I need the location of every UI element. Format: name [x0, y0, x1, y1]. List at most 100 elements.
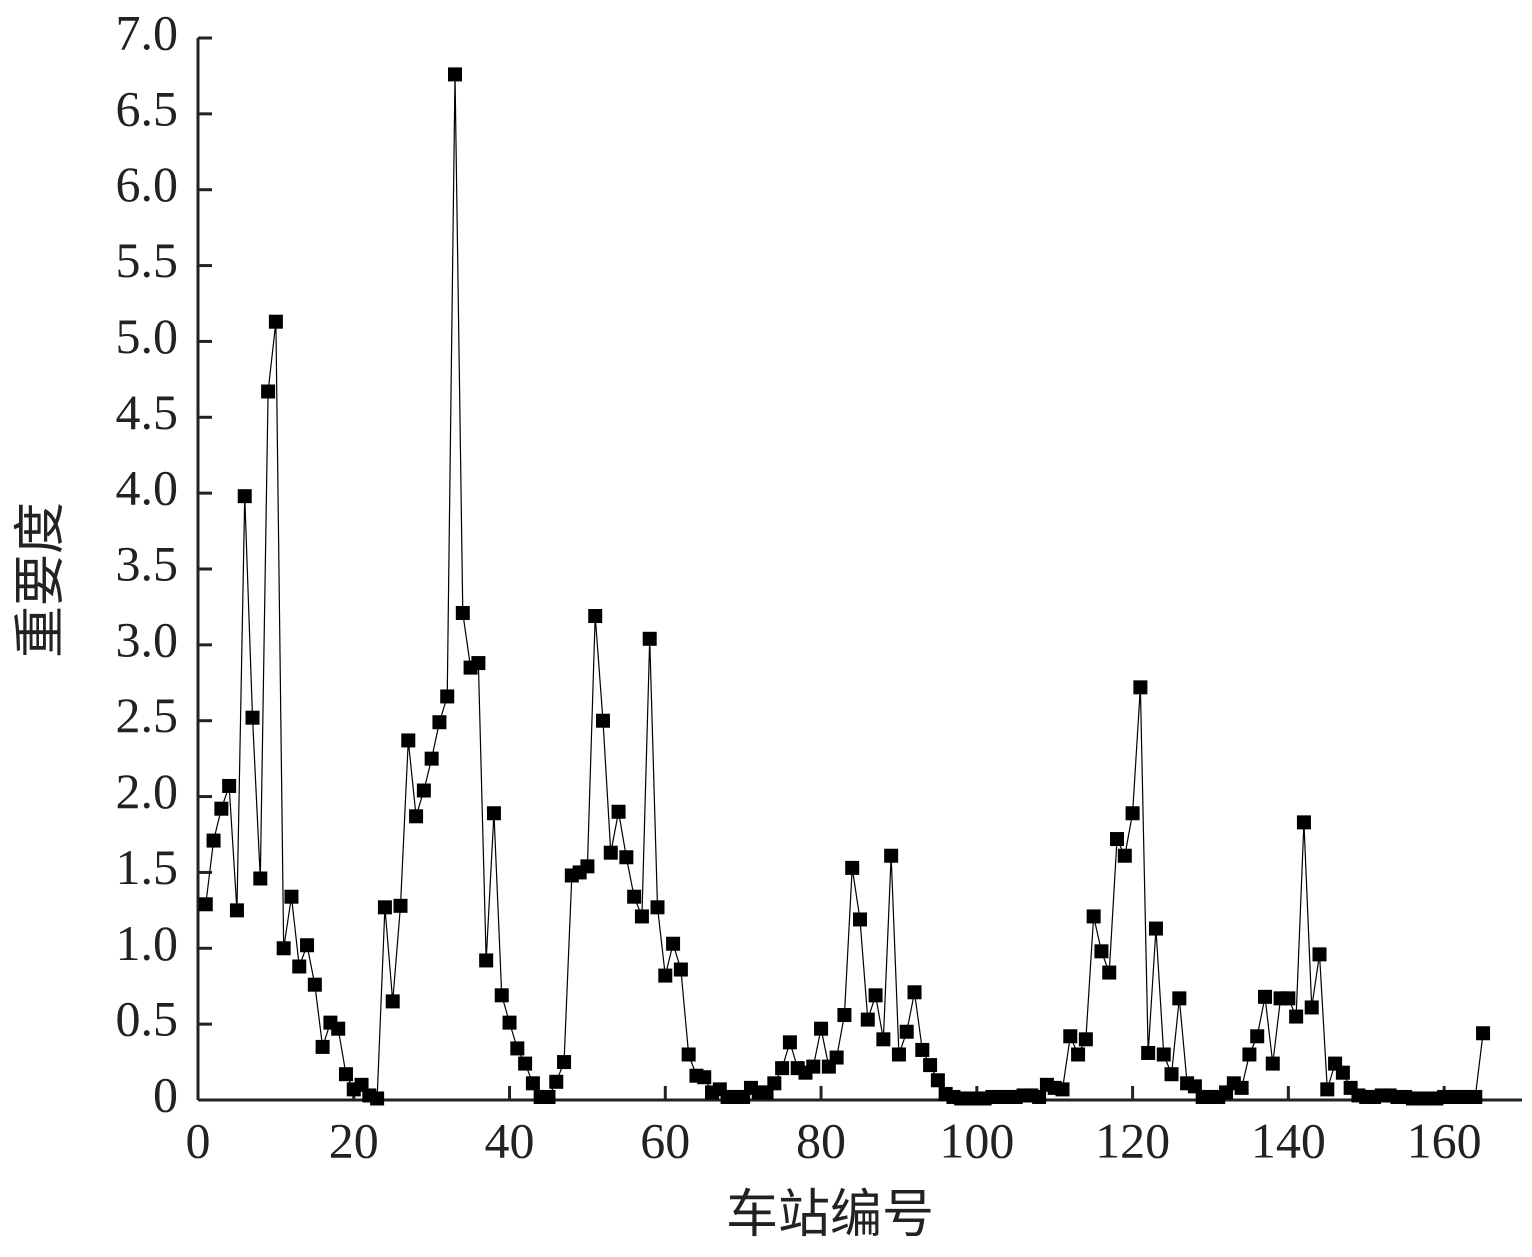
marker	[603, 845, 618, 860]
y-tick-label: 1.5	[116, 839, 179, 895]
marker	[1156, 1047, 1171, 1062]
marker	[253, 871, 268, 886]
marker	[525, 1076, 540, 1091]
marker	[416, 783, 431, 798]
marker	[486, 806, 501, 821]
marker	[1148, 921, 1163, 936]
marker	[1164, 1067, 1179, 1082]
marker	[284, 889, 299, 904]
marker	[1032, 1089, 1047, 1104]
marker	[1187, 1079, 1202, 1094]
marker	[876, 1032, 891, 1047]
marker	[860, 1012, 875, 1027]
marker	[1312, 947, 1327, 962]
marker	[681, 1047, 696, 1062]
marker	[307, 977, 322, 992]
marker	[292, 959, 307, 974]
y-tick-label: 0	[153, 1066, 178, 1122]
marker	[393, 898, 408, 913]
marker	[580, 859, 595, 874]
marker	[370, 1091, 385, 1106]
marker	[377, 900, 392, 915]
y-tick-label: 0.5	[116, 991, 179, 1047]
marker	[915, 1042, 930, 1057]
marker	[549, 1074, 564, 1089]
marker	[930, 1073, 945, 1088]
marker	[510, 1041, 525, 1056]
marker	[1320, 1082, 1335, 1097]
x-tick-label: 60	[640, 1112, 690, 1168]
marker	[1133, 680, 1148, 695]
x-tick-label: 20	[329, 1112, 379, 1168]
marker	[1063, 1029, 1078, 1044]
marker	[1476, 1026, 1491, 1041]
marker	[1257, 989, 1272, 1004]
marker	[868, 988, 883, 1003]
y-axis-label: 重要度	[11, 502, 71, 658]
marker	[642, 631, 657, 646]
y-tick-label: 4.5	[116, 384, 179, 440]
marker	[424, 751, 439, 766]
marker	[814, 1021, 829, 1036]
marker	[611, 804, 626, 819]
marker	[1078, 1032, 1093, 1047]
marker	[1125, 806, 1140, 821]
marker	[853, 912, 867, 927]
y-tick-label: 1.0	[116, 915, 179, 971]
marker	[198, 897, 213, 912]
marker	[440, 689, 455, 704]
marker	[829, 1050, 844, 1065]
marker	[455, 605, 470, 620]
y-tick-label: 7.0	[116, 4, 179, 60]
x-tick-label: 40	[485, 1112, 535, 1168]
marker	[502, 1015, 517, 1030]
marker	[619, 850, 634, 865]
y-tick-label: 3.0	[116, 611, 179, 667]
marker	[541, 1089, 556, 1104]
marker	[1250, 1029, 1265, 1044]
marker	[782, 1035, 797, 1050]
x-tick-label: 140	[1251, 1112, 1326, 1168]
marker	[222, 778, 237, 793]
marker	[354, 1077, 369, 1092]
y-tick-label: 2.5	[116, 687, 179, 743]
marker	[634, 909, 649, 924]
y-tick-label: 6.0	[116, 156, 179, 212]
marker	[557, 1055, 572, 1070]
marker	[479, 953, 494, 968]
marker	[899, 1024, 914, 1039]
marker	[261, 384, 276, 399]
y-tick-label: 5.0	[116, 308, 179, 364]
y-tick-label: 4.0	[116, 460, 179, 516]
marker	[494, 988, 509, 1003]
marker	[206, 833, 221, 848]
marker	[315, 1039, 330, 1054]
y-tick-label: 5.5	[116, 232, 179, 288]
marker	[1281, 991, 1296, 1006]
marker	[891, 1047, 906, 1062]
marker	[1468, 1089, 1483, 1104]
marker	[673, 962, 688, 977]
marker	[1172, 991, 1187, 1006]
y-tick-label: 2.0	[116, 763, 179, 819]
marker	[1234, 1080, 1249, 1095]
marker	[650, 900, 665, 915]
marker	[385, 994, 400, 1009]
x-tick-label: 120	[1095, 1112, 1170, 1168]
marker	[1242, 1047, 1257, 1062]
marker	[666, 936, 681, 951]
marker	[432, 715, 447, 730]
marker	[884, 848, 899, 863]
marker	[1289, 1009, 1304, 1024]
x-tick-label: 100	[939, 1112, 1014, 1168]
marker	[845, 860, 860, 875]
marker	[1086, 909, 1101, 924]
marker	[245, 710, 260, 725]
marker	[627, 889, 642, 904]
marker	[1265, 1056, 1280, 1071]
marker	[1141, 1045, 1156, 1060]
marker	[229, 903, 244, 918]
marker	[300, 938, 315, 953]
x-axis-label: 车站编号	[726, 1185, 934, 1245]
